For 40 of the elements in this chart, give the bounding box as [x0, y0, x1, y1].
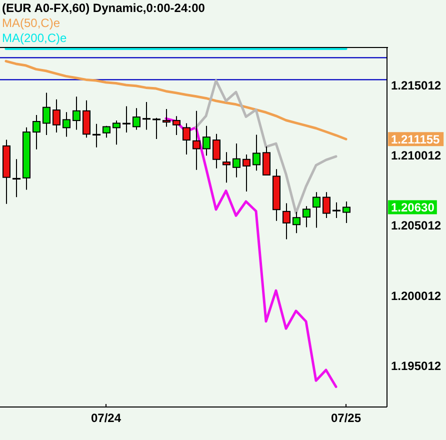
candlestick — [242, 154, 250, 192]
y-tick-label: 1.215012 — [391, 78, 442, 92]
series-label: MA(200,C)e — [2, 31, 67, 46]
candlestick — [222, 152, 230, 184]
candlestick — [292, 211, 300, 234]
candlestick — [112, 120, 120, 146]
candlestick — [82, 100, 90, 138]
candlestick — [172, 116, 180, 136]
candlestick — [192, 110, 200, 170]
candlestick — [202, 125, 210, 156]
y-tick-label: 1.210012 — [391, 148, 442, 162]
line-series — [4, 60, 348, 140]
candlestick — [32, 114, 40, 150]
y-tick-label: 1.200012 — [391, 288, 442, 303]
candlestick — [282, 202, 290, 240]
candlestick — [212, 133, 220, 169]
candlestick — [52, 98, 60, 133]
text: MA(50,C)e — [2, 16, 62, 31]
candlestick — [262, 146, 270, 176]
chart-title: (EUR A0-FX,60) Dynamic,0:00-24:00 — [2, 1, 205, 15]
y-tick-label: 1.211155 — [391, 132, 440, 146]
candlestick — [62, 112, 70, 138]
y-tick-label: 1.205012 — [391, 218, 442, 233]
candlestick — [162, 108, 170, 128]
candlestick — [42, 92, 50, 136]
x-tick-label: 07/25 — [330, 411, 362, 425]
candlestick — [302, 206, 310, 228]
line-series — [164, 117, 338, 388]
candlestick — [342, 200, 350, 224]
candlestick — [312, 192, 320, 228]
y-tick-label: 1.195012 — [391, 358, 442, 373]
candlestick — [132, 108, 140, 130]
y-tick-label: 1.20630 — [391, 200, 435, 215]
candlestick — [232, 143, 240, 178]
candlestick — [322, 192, 330, 219]
candlestick — [252, 134, 260, 172]
candlestick — [182, 122, 190, 155]
candlestick — [72, 96, 80, 130]
line-series — [194, 79, 338, 214]
x-tick-label: 07/24 — [90, 411, 122, 425]
